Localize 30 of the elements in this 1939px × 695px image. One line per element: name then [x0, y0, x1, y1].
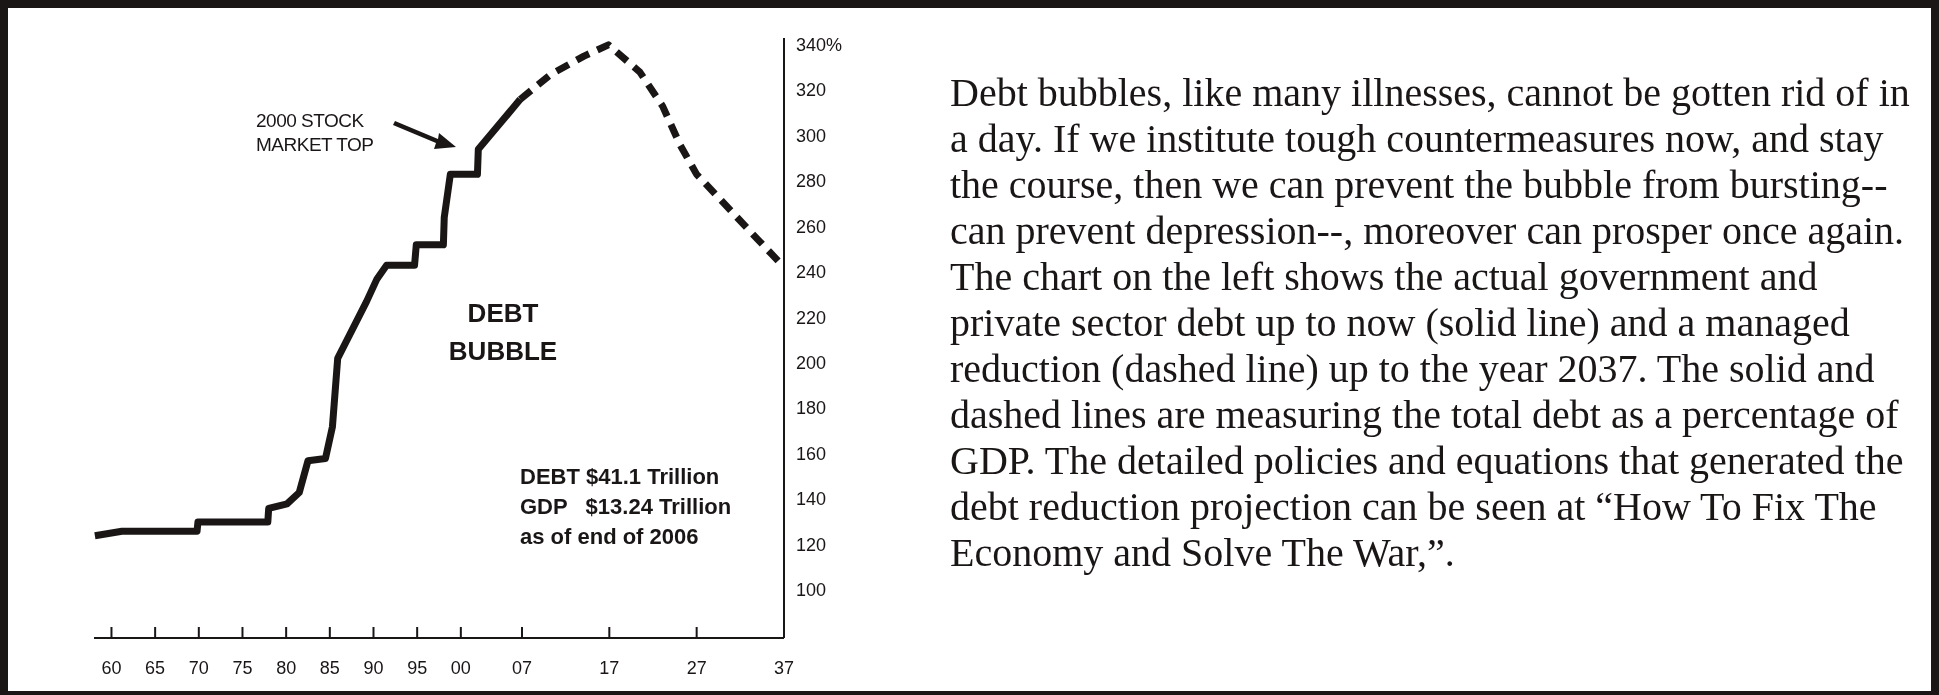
y-tick-label: 320 [796, 80, 827, 101]
y-tick-label: 100 [796, 580, 827, 601]
annotation: 2000 STOCK MARKET TOP [256, 110, 374, 155]
x-tick-label: 75 [232, 658, 253, 678]
y-tick-label: 180 [796, 398, 827, 419]
annotation: DEBT $41.1 Trillion GDP $13.24 Trillion as of end of 2006 [520, 464, 732, 549]
y-tick-label: 200 [796, 353, 827, 373]
x-tick-label: 95 [407, 658, 428, 678]
x-tick-label: 80 [276, 658, 297, 678]
y-tick-label: 120 [796, 534, 827, 555]
y-tick-label: 140 [796, 489, 827, 510]
x-tick-label: 85 [319, 658, 340, 678]
x-tick-label: 90 [363, 658, 384, 678]
y-tick-label: 280 [796, 171, 827, 192]
x-tick-label: 37 [773, 658, 795, 678]
x-tick-label: 65 [145, 658, 166, 678]
x-tick-label: 27 [686, 658, 707, 678]
y-tick-label: 240 [796, 262, 827, 283]
y-tick-label: 340% [796, 34, 843, 55]
y-tick-label: 160 [796, 443, 827, 464]
x-tick-label: 07 [511, 658, 532, 678]
x-tick-label: 70 [188, 658, 209, 678]
text: Debt bubbles, like many illnesses, cannot be gotten rid of in a day. If we institute tough countermeasures now, and stay the course, then we can prevent the bubble from bursting--can prevent depression--, moreover can prosper once again. The chart on the left shows the actual government and private sector debt up to now (solid line) and a managed reduction (dashed line) up to the year 2037. The solid and dashed lines are measuring the total debt as a percentage of GDP. The detailed policies and equations that generated the debt reduction projection can be seen at “How To Fix The Economy and Solve The War,”. [950, 70, 1910, 575]
x-tick-label: 60 [101, 658, 122, 678]
x-tick-label: 00 [450, 658, 471, 678]
y-tick-label: 260 [796, 216, 827, 237]
y-tick-label: 220 [796, 307, 827, 328]
x-tick-label: 17 [599, 658, 620, 678]
annotation: DEBT BUBBLE [448, 298, 558, 366]
y-tick-label: 300 [796, 125, 827, 146]
